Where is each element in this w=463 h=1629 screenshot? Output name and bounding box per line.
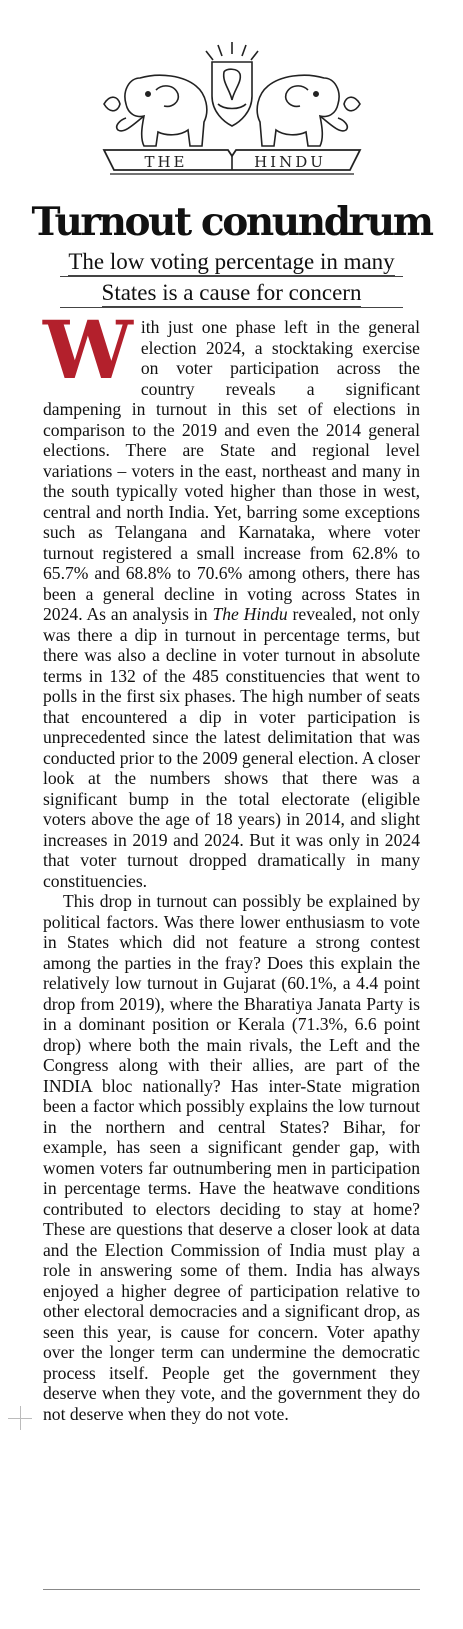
logo-text-the: THE	[144, 153, 187, 171]
footer-divider	[43, 1589, 420, 1590]
logo-text-hindu: HINDU	[254, 153, 326, 171]
paragraph-1-end: revealed, not only was there a dip in tu…	[43, 604, 420, 891]
publication-name: The Hindu	[212, 604, 287, 624]
headline: Turnout conundrum	[0, 198, 463, 246]
deck-line-1: The low voting percentage in many	[68, 249, 394, 276]
paragraph-2: This drop in turnout can possibly be exp…	[43, 891, 420, 1424]
crop-mark	[8, 1406, 32, 1430]
masthead-logo: THE HINDU	[100, 38, 364, 178]
elephants-conch-emblem-icon: THE HINDU	[100, 38, 364, 178]
deck-line-2: States is a cause for concern	[102, 280, 362, 307]
deck: The low voting percentage in many States…	[60, 248, 403, 308]
drop-cap: W	[43, 321, 133, 379]
